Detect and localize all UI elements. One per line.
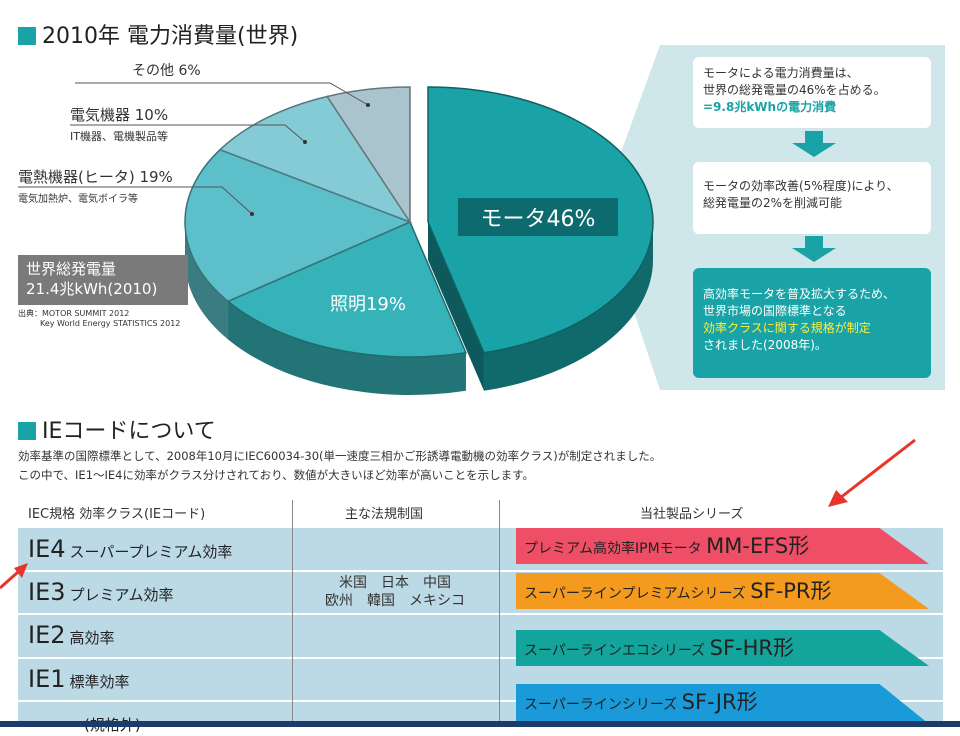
info-text: 世界の総発電量の46%を占める。 <box>703 83 886 97</box>
product-sf-jr[interactable]: スーパーラインシリーズ SF-JR形 <box>516 684 929 724</box>
ie3-cell: IE3 プレミアム効率 <box>28 578 174 606</box>
header-products: 当社製品シリーズ <box>640 507 744 522</box>
leader-electric <box>70 124 306 143</box>
header-ie-class: IEC規格 効率クラス(IEコード) <box>28 507 206 522</box>
ie4-cell: IE4 スーパープレミアム効率 <box>28 535 233 563</box>
motor-label-bg <box>458 198 618 236</box>
product-sf-hr[interactable]: スーパーラインエコシリーズ SF-HR形 <box>516 630 929 666</box>
leader-heater <box>18 186 253 215</box>
countries-cell: 米国 日本 中国 欧州 韓国 メキシコ <box>300 574 490 610</box>
info-box-share: モータによる電力消費量は、 世界の総発電量の46%を占める。 =9.8兆kWhの… <box>693 57 931 128</box>
info-highlight: 効率クラスに関する規格が制定 <box>703 321 871 335</box>
section-description: 効率基準の国際標準として、2008年10月にIEC60034-30(単一速度三相… <box>18 447 661 485</box>
annotation-arrow-icon <box>0 570 19 590</box>
pie-slice-照明 <box>226 221 468 358</box>
section-title-iecode: IEコードについて <box>18 413 216 445</box>
pie-slice-その他 <box>325 86 411 225</box>
info-text: されました(2008年)。 <box>703 338 827 352</box>
info-text: 世界市場の国際標準となる <box>703 304 847 318</box>
slice-label-motor: モータ46% <box>481 207 596 232</box>
pie-slice-電気機器 <box>218 95 412 224</box>
desc-line: この中で、IE1～IE4に効率がクラス分けされており、数値が大きいほど効率が高い… <box>18 468 534 482</box>
source-line: Key World Energy STATISTICS 2012 <box>40 319 181 328</box>
label-heater: 電熱機器(ヒータ) 19% <box>18 168 173 186</box>
desc-line: 効率基準の国際標準として、2008年10月にIEC60034-30(単一速度三相… <box>18 449 662 463</box>
section-title-consumption: 2010年 電力消費量(世界) <box>18 18 298 50</box>
info-highlight: =9.8兆kWhの電力消費 <box>703 100 837 114</box>
slice-label-lighting: 照明19% <box>330 294 406 315</box>
down-arrow-icon <box>792 236 836 262</box>
pie-side-照明 <box>227 301 466 395</box>
source-line: 出典：MOTOR SUMMIT 2012 <box>18 309 130 318</box>
product-sf-pr[interactable]: スーパーラインプレミアムシリーズ SF-PR形 <box>516 573 929 609</box>
info-text: モータによる電力消費量は、 <box>703 66 859 80</box>
info-text: 高効率モータを普及拡大するため、 <box>703 287 896 301</box>
bottom-bar <box>0 721 960 727</box>
column-divider <box>292 500 293 727</box>
note-electric: IT機器、電機製品等 <box>70 130 168 143</box>
pie-side-モータ <box>483 222 653 391</box>
countries-line: 米国 日本 中国 <box>339 575 451 591</box>
note-heater: 電気加熱炉、電気ボイラ等 <box>18 194 138 205</box>
source-note: 出典：MOTOR SUMMIT 2012 Key World Energy ST… <box>18 309 180 329</box>
label-other: その他 6% <box>132 63 201 79</box>
leader-other <box>75 82 369 106</box>
down-arrow-icon <box>792 131 836 157</box>
column-divider <box>499 500 500 727</box>
label-electric: 電気機器 10% <box>70 106 169 124</box>
total-generation-box: 世界総発電量 21.4兆kWh(2010) <box>18 255 188 305</box>
pie-slice-電熱機器(ヒータ) <box>184 148 412 303</box>
info-box-efficiency: モータの効率改善(5%程度)により、 総発電量の2%を削減可能 <box>693 162 931 234</box>
header-countries: 主な法規制国 <box>345 507 424 522</box>
countries-line: 欧州 韓国 メキシコ <box>325 593 465 609</box>
total-value: 21.4兆kWh(2010) <box>26 280 158 298</box>
ie1-cell: IE1 標準効率 <box>28 665 130 693</box>
ie2-cell: IE2 高効率 <box>28 621 115 649</box>
product-mm-efs[interactable]: プレミアム高効率IPMモータ MM-EFS形 <box>516 528 929 564</box>
info-box-standard: 高効率モータを普及拡大するため、 世界市場の国際標準となる 効率クラスに関する規… <box>693 268 931 378</box>
info-text: モータの効率改善(5%程度)により、 <box>703 179 899 193</box>
annotation-arrow-icon <box>839 438 916 500</box>
total-label: 世界総発電量 <box>26 260 117 278</box>
info-text: 総発電量の2%を削減可能 <box>703 196 843 210</box>
